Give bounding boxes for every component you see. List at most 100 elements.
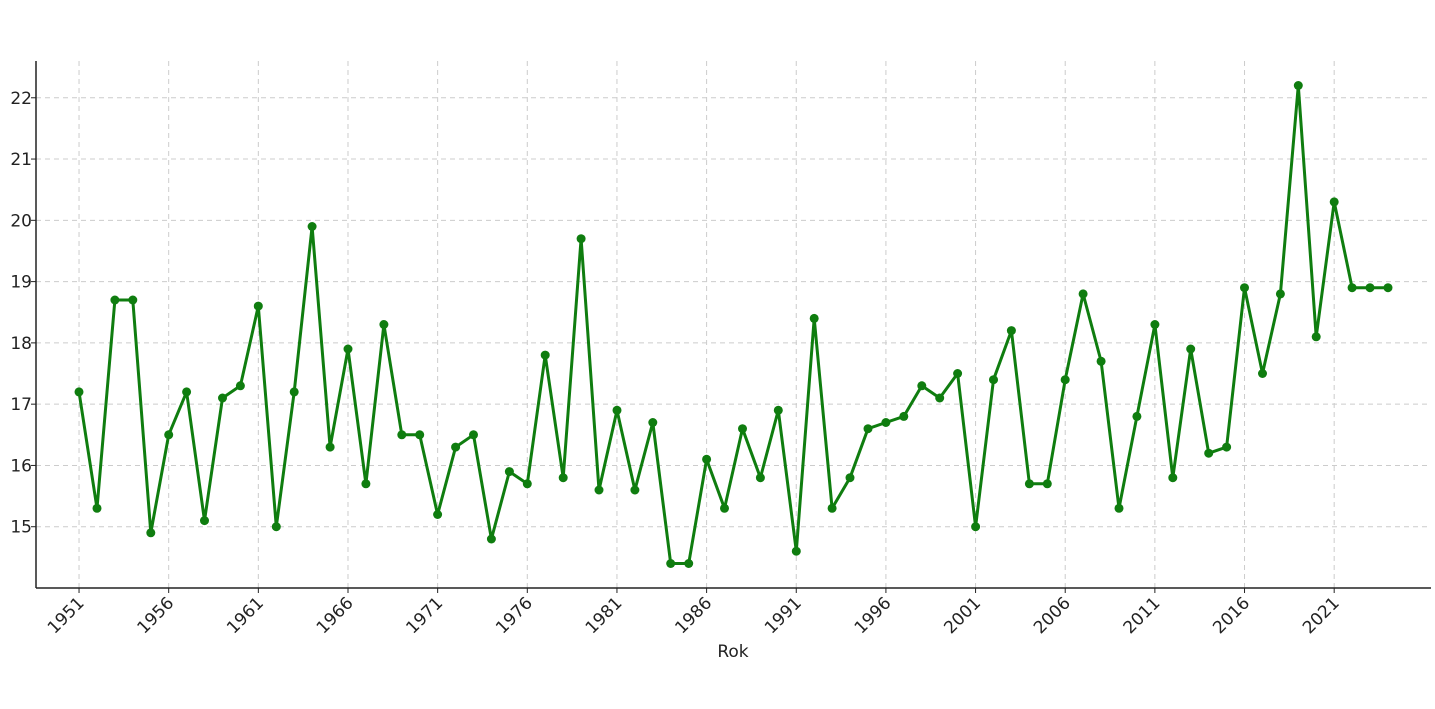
data-point [182, 387, 192, 397]
series-line [77, 84, 1388, 565]
data-point [433, 510, 443, 519]
x-tick-label: 1976 [492, 593, 537, 638]
y-tick-labels: 15 16 17 18 19 20 21 22 [10, 89, 36, 538]
y-tick-label: 21 [10, 150, 32, 170]
data-point [558, 473, 568, 483]
data-point [1204, 448, 1214, 458]
data-point [755, 473, 765, 483]
data-point [522, 479, 532, 489]
data-point [1132, 411, 1142, 421]
data-point [917, 381, 927, 391]
data-point [1329, 197, 1339, 207]
data-point [307, 222, 317, 231]
data-point [343, 344, 353, 354]
y-tick-label: 16 [10, 456, 32, 476]
y-tick-label: 20 [10, 211, 32, 231]
data-point [218, 393, 227, 403]
x-axis-title: Rok [717, 642, 748, 662]
data-point [1311, 332, 1321, 342]
data-point [791, 546, 801, 556]
data-point [899, 411, 909, 421]
data-point [971, 522, 981, 532]
data-point [200, 516, 209, 526]
data-point [1222, 442, 1232, 452]
y-gridlines [36, 97, 1431, 528]
data-point [684, 559, 694, 568]
x-tick-label: 1996 [851, 593, 896, 638]
data-point [720, 503, 729, 513]
data-point [1258, 369, 1267, 378]
data-point [1347, 283, 1357, 293]
x-tick-label: 2011 [1120, 593, 1165, 638]
data-point [110, 295, 120, 305]
data-point [935, 393, 945, 403]
y-tick-label: 18 [10, 334, 32, 354]
data-point [773, 405, 783, 415]
x-tick-label: 1991 [761, 593, 806, 638]
data-point [1186, 344, 1196, 354]
data-point [379, 320, 389, 329]
data-point [881, 418, 891, 427]
data-point [1006, 326, 1016, 336]
x-tick-label: 2006 [1030, 593, 1075, 638]
data-point [504, 467, 514, 477]
data-point [451, 442, 461, 452]
data-point [271, 522, 281, 532]
data-point [486, 534, 496, 544]
x-tick-label: 1986 [671, 593, 716, 638]
data-point [397, 430, 407, 440]
x-tick-label: 1966 [313, 593, 358, 638]
data-point [576, 234, 586, 244]
data-point [827, 503, 837, 513]
data-point [1365, 283, 1375, 293]
x-tick-label: 1956 [133, 593, 178, 638]
x-tick-labels: 1951 1956 1961 1966 1971 1976 1981 1986 1991 1996… [44, 588, 1344, 638]
data-point [1060, 375, 1070, 385]
x-tick-label: 1971 [402, 593, 447, 638]
x-tick-label: 2016 [1209, 593, 1254, 638]
data-point [1383, 283, 1393, 293]
data-point [1096, 356, 1106, 366]
data-point [738, 424, 747, 434]
data-point [146, 528, 156, 538]
data-point [325, 442, 335, 452]
data-point [666, 559, 676, 568]
data-point [1078, 289, 1088, 299]
data-point [989, 375, 998, 385]
data-point [594, 485, 604, 495]
series-markers [74, 81, 1393, 568]
data-point [1275, 289, 1285, 299]
data-point [1024, 479, 1034, 489]
x-tick-label: 1961 [223, 593, 268, 638]
data-point [630, 485, 640, 495]
x-tick-label: 1981 [582, 593, 627, 638]
data-point [164, 430, 174, 440]
data-point [128, 295, 138, 305]
y-tick-label: 19 [10, 273, 32, 293]
data-point [253, 301, 263, 311]
x-tick-label: 2021 [1299, 593, 1344, 638]
data-point [1293, 81, 1303, 90]
data-point [92, 503, 102, 513]
y-tick-label: 15 [10, 518, 32, 538]
data-point [845, 473, 855, 483]
data-point [1114, 503, 1124, 513]
x-gridlines [78, 61, 1335, 588]
data-point [361, 479, 371, 489]
y-tick-label: 22 [10, 89, 32, 109]
x-tick-label: 1951 [44, 593, 89, 638]
data-point [289, 387, 299, 397]
data-point [235, 381, 245, 391]
data-point [1240, 283, 1249, 293]
data-point [863, 424, 873, 434]
data-point [540, 350, 550, 360]
data-point [953, 369, 963, 378]
data-point [1042, 479, 1052, 489]
data-point [702, 454, 712, 464]
data-point [415, 430, 425, 440]
y-tick-label: 17 [10, 395, 32, 415]
data-point [1168, 473, 1178, 483]
data-point [1150, 320, 1160, 329]
data-point [612, 405, 622, 415]
